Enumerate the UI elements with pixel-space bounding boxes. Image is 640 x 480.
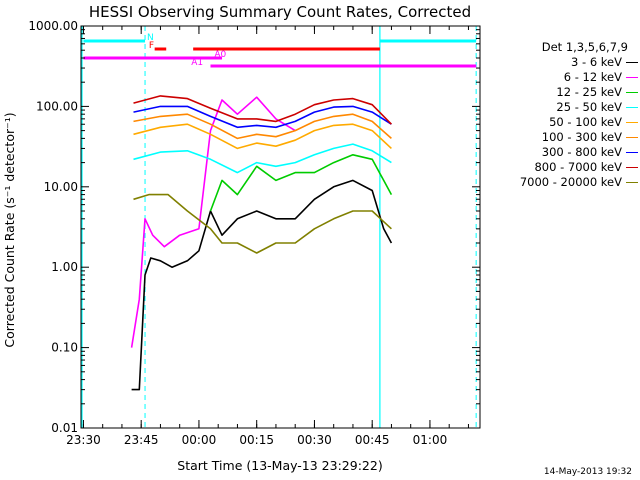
chart-title: HESSI Observing Summary Count Rates, Cor… [89,3,471,21]
y-axis-label: Corrected Count Rate (s⁻¹ detector⁻¹) [2,112,17,347]
series-line-6 [133,105,392,129]
generation-timestamp: 14-May-2013 19:32 [543,467,632,477]
y-tick-label: 10.00 [44,180,78,194]
x-tick-label: 01:00 [413,433,448,447]
legend-swatch [626,152,638,153]
status-bar-label: A0 [214,50,226,60]
legend-label: 50 - 100 keV [549,115,622,129]
legend-label: 100 - 300 keV [541,130,622,144]
x-tick-label: 00:15 [239,433,274,447]
legend-entry: 300 - 800 keV [498,145,638,160]
y-tick-label: 100.00 [36,99,78,113]
x-tick-label: 23:45 [124,433,159,447]
legend-label: 6 - 12 keV [563,70,622,84]
series-line-8 [133,193,392,254]
legend-label: 25 - 50 keV [556,100,622,114]
legend-swatch [626,77,638,78]
legend-swatch [626,62,638,63]
legend-entry: 3 - 6 keV [498,55,638,70]
series-line-0 [131,179,393,391]
y-tick-label: 1000.00 [28,19,78,33]
series-line-4 [133,123,392,150]
plot-frame [80,25,481,429]
legend-entry: 25 - 50 keV [498,100,638,115]
x-tick-label: 00:30 [297,433,332,447]
series-line-5 [133,113,392,140]
legend-swatch [626,137,638,138]
series-line-7 [133,95,392,125]
status-bar-label: A1 [191,58,203,68]
y-tick-label: 0.01 [51,421,78,435]
plot-area: NF A0 A1 1000.00 100.00 10.00 1.00 0.10 0.0123:3… [28,19,481,447]
y-tick-label: 1.00 [51,260,78,274]
legend-entry: 50 - 100 keV [498,115,638,130]
legend-entry: 800 - 7000 keV [498,160,638,175]
legend-swatch [626,167,638,168]
series-line-2 [209,154,393,212]
legend-swatch [626,122,638,123]
legend-entries: 3 - 6 keV 6 - 12 keV 12 - 25 keV 25 - 50 ke… [498,55,638,190]
legend-label: 300 - 800 keV [541,145,622,159]
legend-entry: 7000 - 20000 keV [498,175,638,190]
status-bar-label: N [147,33,154,43]
legend-entry: 12 - 25 keV [498,85,638,100]
legend-label: 12 - 25 keV [556,85,622,99]
legend: Det 1,3,5,6,7,9 3 - 6 keV 6 - 12 keV 12 - … [498,40,638,190]
legend-label: 800 - 7000 keV [534,160,622,174]
x-tick-label: 00:00 [182,433,217,447]
x-axis-label: Start Time (13-May-13 23:29:22) [177,458,382,473]
x-tick-label: 23:30 [66,433,101,447]
legend-swatch [626,182,638,183]
legend-entry: 100 - 300 keV [498,130,638,145]
status-bar-label: F [149,41,154,51]
series-line-1 [130,96,296,348]
y-tick-label: 0.10 [51,341,78,355]
legend-entry: 6 - 12 keV [498,70,638,85]
x-tick-label: 00:45 [355,433,390,447]
legend-title: Det 1,3,5,6,7,9 [541,40,628,54]
legend-swatch [626,92,638,93]
legend-label: 3 - 6 keV [571,55,622,69]
legend-swatch [626,107,638,108]
series-line-3 [133,143,392,174]
legend-label: 7000 - 20000 keV [519,175,622,189]
